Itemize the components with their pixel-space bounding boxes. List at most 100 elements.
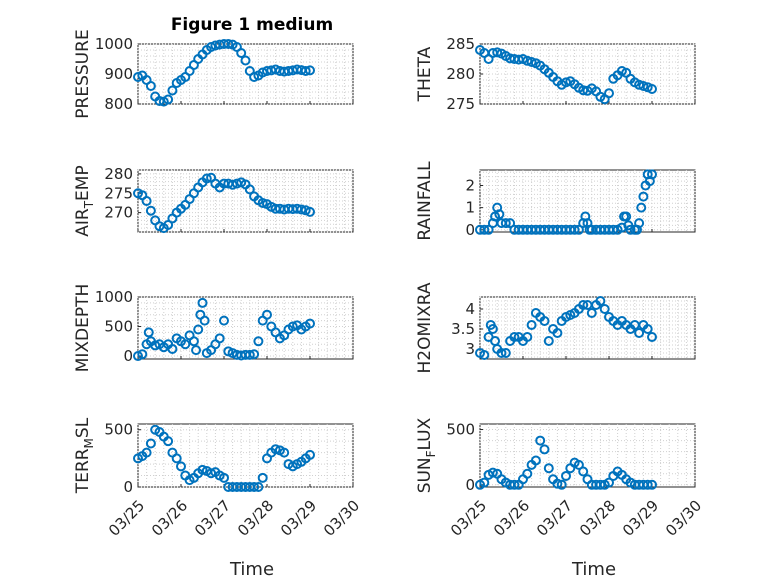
data-point xyxy=(143,327,154,338)
data-point xyxy=(305,206,315,217)
data-point xyxy=(199,315,210,326)
data-point xyxy=(197,297,208,308)
data-point xyxy=(163,94,174,105)
data-point xyxy=(647,479,657,490)
series xyxy=(133,39,315,107)
data-point xyxy=(300,66,311,76)
data-point xyxy=(573,459,584,470)
y-tick-label: 0 xyxy=(465,476,475,494)
series xyxy=(475,169,657,235)
data-point xyxy=(539,316,550,326)
data-point xyxy=(636,202,647,213)
y-tick-label: 3 xyxy=(465,340,475,358)
y-tick-label: 1000 xyxy=(95,35,133,53)
data-point xyxy=(500,218,511,229)
data-point xyxy=(188,336,199,347)
data-point xyxy=(522,332,533,342)
data-point xyxy=(586,308,597,318)
data-point xyxy=(163,220,174,231)
y-tick-label: 275 xyxy=(446,95,475,113)
data-point xyxy=(500,348,511,358)
data-point xyxy=(539,444,550,455)
data-point xyxy=(145,438,156,449)
data-point xyxy=(634,218,645,229)
data-point xyxy=(634,79,645,90)
data-point xyxy=(526,320,537,330)
figure-title: Figure 1 medium xyxy=(171,15,333,35)
data-point xyxy=(253,482,264,492)
data-point xyxy=(595,296,606,306)
data-point xyxy=(180,339,191,350)
data-point xyxy=(236,48,247,58)
data-point xyxy=(223,39,234,49)
y-tick-label: 500 xyxy=(446,421,475,439)
data-point xyxy=(573,224,584,235)
y-tick-label: 800 xyxy=(104,95,133,113)
data-point xyxy=(578,466,589,477)
data-point xyxy=(305,449,315,460)
series xyxy=(475,435,657,490)
data-point xyxy=(141,196,152,206)
data-point xyxy=(249,482,260,492)
data-point xyxy=(219,315,229,326)
data-point xyxy=(492,47,503,58)
y-axis-label: PRESSURE xyxy=(73,29,93,118)
data-point xyxy=(214,333,225,344)
data-point xyxy=(647,169,657,180)
data-point xyxy=(163,436,174,447)
data-point xyxy=(487,467,498,478)
data-point xyxy=(634,328,645,338)
x-axis-label-right: Time xyxy=(571,559,616,580)
data-point xyxy=(206,468,217,479)
data-point xyxy=(262,309,272,320)
data-point xyxy=(552,328,563,338)
y-axis-label: THETA xyxy=(415,46,435,102)
data-point xyxy=(604,477,614,488)
y-axis-label: SUNFLUX xyxy=(415,417,438,493)
data-point xyxy=(621,211,632,222)
data-point xyxy=(595,479,606,490)
data-point xyxy=(638,191,649,202)
data-point xyxy=(305,65,315,76)
data-point xyxy=(296,204,307,215)
data-point xyxy=(240,55,251,66)
data-point xyxy=(530,455,541,466)
data-point xyxy=(145,205,156,216)
x-tick-label: 03/27 xyxy=(533,497,576,540)
series xyxy=(133,424,315,492)
y-tick-label: 280 xyxy=(104,165,133,183)
series xyxy=(475,45,657,105)
y-tick-label: 275 xyxy=(104,184,133,202)
x-tick-label: 03/29 xyxy=(619,497,662,540)
data-point xyxy=(505,218,516,229)
data-point xyxy=(569,224,580,235)
y-axis-label: MIXDEPTH xyxy=(73,284,93,373)
data-point xyxy=(257,197,268,208)
x-tick-label: 03/28 xyxy=(234,497,277,540)
data-point xyxy=(535,435,546,446)
panel-top-right: 275 280 285 THETA xyxy=(415,35,696,113)
data-point xyxy=(494,209,505,220)
data-point xyxy=(556,479,567,490)
data-point xyxy=(479,477,490,488)
panel-bottom-right: 0 500 03/25 03/26 03/27 03/28 03/29 03/30 SUNFLU… xyxy=(415,417,705,539)
data-point xyxy=(509,479,520,490)
data-point xyxy=(642,479,653,490)
data-point xyxy=(647,332,657,342)
y-axis-label: AIRTEMP xyxy=(73,165,96,236)
data-point xyxy=(244,349,255,360)
data-point xyxy=(244,184,255,195)
x-tick-label: 03/25 xyxy=(105,497,148,540)
data-point xyxy=(167,343,178,354)
data-point xyxy=(176,461,186,472)
data-point xyxy=(642,324,653,334)
y-tick-label: 500 xyxy=(104,421,133,439)
data-point xyxy=(279,447,290,458)
panel-mid2-right: 3 3.5 4 H2OMIXRA xyxy=(415,282,696,374)
data-point xyxy=(483,224,494,235)
data-point xyxy=(249,349,260,360)
